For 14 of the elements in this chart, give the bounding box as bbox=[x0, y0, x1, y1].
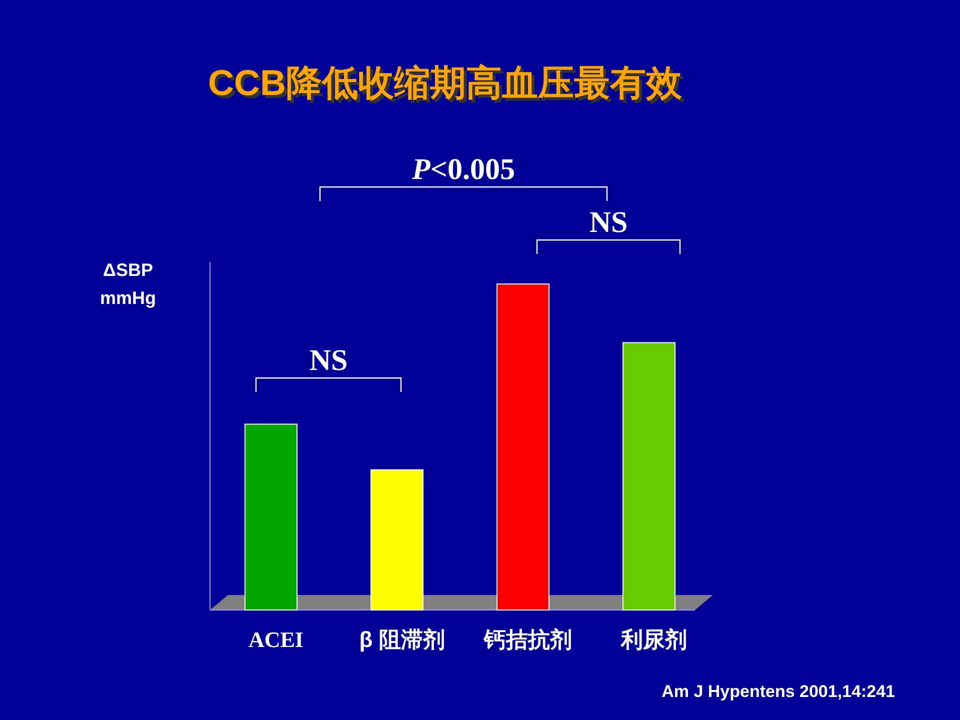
x-tick-label: ACEI bbox=[248, 627, 304, 652]
annotation: NS bbox=[309, 344, 348, 377]
y-axis-title: ΔSBP mmHg bbox=[100, 260, 156, 308]
x-tick-label: 利尿剂 bbox=[620, 627, 687, 652]
chart-title: CCB降低收缩期高血压最有效 bbox=[211, 65, 686, 106]
text: NS bbox=[589, 206, 628, 239]
text: Am J Hypentens 2001,14:241 bbox=[662, 682, 895, 701]
bar bbox=[370, 469, 424, 610]
text: P<0.005 bbox=[411, 153, 515, 186]
bar bbox=[622, 342, 676, 610]
x-tick-label: 钙拮抗剂 bbox=[483, 627, 572, 652]
bar bbox=[244, 424, 298, 610]
x-tick-label: β 阻滞剂 bbox=[359, 627, 445, 652]
bar bbox=[496, 284, 550, 610]
